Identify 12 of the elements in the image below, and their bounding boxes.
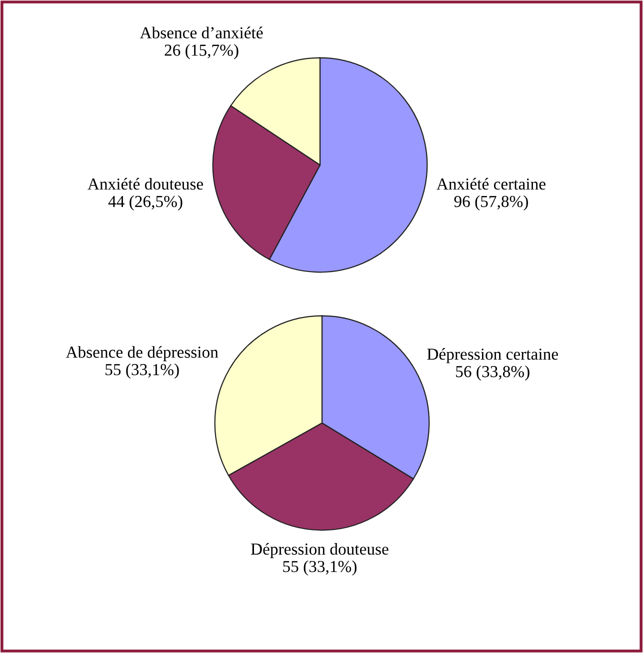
data-label: 96 (57,8%) <box>454 195 528 210</box>
data-label: 26 (15,7%) <box>164 44 238 60</box>
slice-label: Absence d’anxiété <box>140 26 263 38</box>
data-label: 44 (26,5%) <box>108 195 182 210</box>
data-label: 55 (33,1%) <box>106 364 179 379</box>
slice-label: Dépression certaine <box>427 348 558 364</box>
data-label: 56 (33,8%) <box>456 365 530 381</box>
data-label: 55 (33,1%) <box>283 560 356 576</box>
slice-label: Anxiété certaine <box>436 178 546 190</box>
slice-label: Absence de dépression <box>66 346 218 362</box>
slice-label: Anxiété douteuse <box>88 178 204 190</box>
slice-label: Dépression douteuse <box>251 542 388 558</box>
